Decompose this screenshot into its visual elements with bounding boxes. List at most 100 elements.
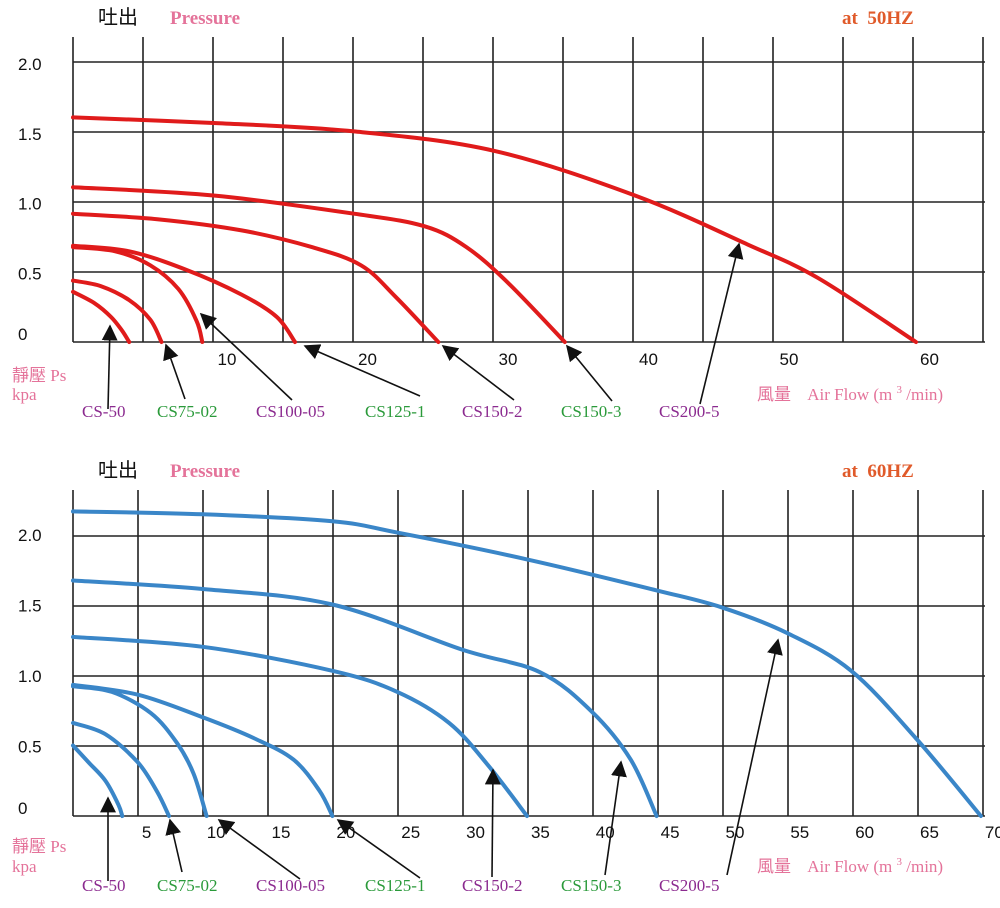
chart-60hz-curves bbox=[71, 509, 983, 818]
chart-60hz-grid bbox=[72, 490, 985, 817]
chart-60hz-model-labels: CS-50 CS75-02 CS100-05 CS125-1 CS150-2 CS150-… bbox=[82, 876, 719, 895]
chart-50hz-y-axis-unit: kpa bbox=[12, 385, 37, 404]
chart-60hz-x-axis-label-sup: 3 bbox=[897, 856, 903, 868]
chart-60hz-pointer-arrow bbox=[484, 768, 501, 878]
chart-60hz-x-tick-label: 60 bbox=[855, 823, 874, 842]
chart-50hz-model-label: CS200-5 bbox=[659, 402, 719, 421]
chart-50hz-curve-cs-50 bbox=[71, 289, 132, 344]
chart-50hz-y-tick-label: 0.5 bbox=[18, 264, 42, 283]
chart-60hz-x-tick-label: 50 bbox=[726, 823, 745, 842]
chart-50hz-arrows bbox=[101, 242, 744, 410]
chart-50hz-y-ticks: 2.0 1.5 1.0 0.5 0 bbox=[18, 55, 42, 344]
chart-60hz-x-tick-label: 5 bbox=[142, 823, 151, 842]
chart-60hz-y-tick-label: 0.5 bbox=[18, 738, 42, 757]
chart-60hz-y-tick-label: 1.5 bbox=[18, 597, 42, 616]
chart-60hz-model-label: CS125-1 bbox=[365, 876, 425, 895]
chart-60hz-pointer-arrow bbox=[336, 819, 421, 879]
chart-50hz-curves bbox=[71, 115, 918, 344]
chart-50hz-x-tick-label: 10 bbox=[218, 350, 237, 369]
chart-60hz-model-label: CS150-3 bbox=[561, 876, 621, 895]
chart-50hz-heading-zh: 吐出 bbox=[98, 6, 138, 29]
chart-50hz-curve-cs100-05 bbox=[71, 245, 205, 344]
chart-60hz-x-ticks: 5 10 15 20 25 30 35 40 45 50 55 60 65 70 bbox=[142, 823, 1000, 842]
chart-60hz-curve-cs150-3 bbox=[71, 578, 659, 818]
chart-60hz-x-tick-label: 25 bbox=[401, 823, 420, 842]
chart-60hz-model-label: CS100-05 bbox=[256, 876, 325, 895]
chart-60hz-x-tick-label: 45 bbox=[661, 823, 680, 842]
chart-60hz-arrows bbox=[100, 638, 783, 881]
chart-50hz-y-tick-label: 0 bbox=[18, 325, 27, 344]
chart-60hz-model-label: CS200-5 bbox=[659, 876, 719, 895]
chart-50hz-pointer-arrow bbox=[303, 344, 421, 397]
chart-60hz-pointer-arrow bbox=[726, 638, 783, 876]
chart-60hz-heading-en: Pressure bbox=[170, 461, 240, 482]
chart-50hz-pointer-arrow bbox=[163, 343, 186, 400]
chart-60hz-model-label: CS150-2 bbox=[462, 876, 522, 895]
chart-50hz-x-axis-label: 風量 Air Flow (m 3 /min) bbox=[757, 378, 943, 404]
chart-50hz-y-axis-label: 靜壓 Ps bbox=[12, 366, 66, 385]
chart-60hz-x-tick-label: 55 bbox=[790, 823, 809, 842]
chart-60hz-x-axis-label-zh: 風量 bbox=[757, 857, 791, 876]
chart-60hz-x-tick-label: 70 bbox=[985, 823, 1000, 842]
chart-60hz-y-ticks: 2.0 1.5 1.0 0.5 0 bbox=[18, 526, 42, 818]
chart-50hz-x-axis-label-sup: 3 bbox=[897, 384, 903, 396]
chart-50hz-model-label: CS-50 bbox=[82, 402, 125, 421]
chart-60hz-x-tick-label: 35 bbox=[531, 823, 550, 842]
chart-50hz-pointer-arrow bbox=[565, 344, 613, 402]
chart-60hz-x-tick-label: 15 bbox=[272, 823, 291, 842]
chart-50hz-curve-cs200-5 bbox=[71, 115, 918, 344]
chart-60hz-curve-cs-50 bbox=[71, 743, 125, 818]
chart-50hz-x-axis-label-zh: 風量 bbox=[757, 385, 791, 404]
chart-60hz-model-label: CS75-02 bbox=[157, 876, 217, 895]
chart-60hz-x-axis-label-tail: /min) bbox=[906, 857, 943, 876]
chart-60hz-curve-cs100-05 bbox=[71, 684, 209, 818]
chart-50hz-model-label: CS100-05 bbox=[256, 402, 325, 421]
chart-50hz-x-tick-label: 30 bbox=[499, 350, 518, 369]
chart-50hz-y-tick-label: 1.0 bbox=[18, 195, 42, 214]
chart-60hz-y-tick-label: 0 bbox=[18, 799, 27, 818]
chart-50hz-model-label: CS75-02 bbox=[157, 402, 217, 421]
chart-60hz-curve-cs200-5 bbox=[71, 509, 983, 818]
chart-50hz-x-tick-label: 40 bbox=[639, 350, 658, 369]
chart-60hz-heading-zh: 吐出 bbox=[98, 459, 138, 482]
chart-50hz-model-label: CS150-2 bbox=[462, 402, 522, 421]
chart-50hz-frequency: at 50HZ bbox=[842, 8, 914, 29]
chart-60hz-curve-cs125-1 bbox=[71, 682, 335, 818]
chart-60hz-pointer-arrow bbox=[604, 760, 627, 876]
chart-50hz-y-tick-label: 1.5 bbox=[18, 125, 42, 144]
chart-50hz-pointer-arrow bbox=[441, 345, 515, 401]
chart-60hz-y-axis-unit: kpa bbox=[12, 857, 37, 876]
chart-60hz-x-axis-label: 風量 Air Flow (m 3 /min) bbox=[757, 850, 943, 876]
chart-50hz-y-tick-label: 2.0 bbox=[18, 55, 42, 74]
chart-50hz-curve-cs150-2 bbox=[71, 211, 441, 344]
chart-50hz-model-label: CS150-3 bbox=[561, 402, 621, 421]
chart-50hz-curve-cs125-1 bbox=[71, 243, 297, 344]
chart-50hz-x-tick-label: 20 bbox=[358, 350, 377, 369]
chart-50hz-heading-en: Pressure bbox=[170, 8, 240, 29]
chart-50hz: 吐出 Pressure at 50HZ 2.0 1.5 1.0 0.5 0 10 20 30… bbox=[12, 6, 985, 421]
chart-60hz-y-tick-label: 2.0 bbox=[18, 526, 42, 545]
chart-50hz-x-axis-label-en: Air Flow (m bbox=[807, 385, 892, 404]
chart-60hz: 吐出 Pressure at 60HZ 2.0 1.5 1.0 0.5 0 5 10 15 2… bbox=[12, 459, 1000, 895]
chart-60hz-curve-cs75-02 bbox=[71, 720, 171, 818]
chart-60hz-y-axis-label: 靜壓 Ps bbox=[12, 837, 66, 856]
chart-50hz-curve-cs150-3 bbox=[71, 185, 567, 344]
chart-50hz-grid bbox=[72, 37, 985, 343]
chart-60hz-pointer-arrow bbox=[165, 818, 183, 873]
chart-60hz-y-tick-label: 1.0 bbox=[18, 667, 42, 686]
chart-60hz-x-tick-label: 65 bbox=[920, 823, 939, 842]
chart-50hz-x-tick-label: 50 bbox=[780, 350, 799, 369]
chart-50hz-pointer-arrow bbox=[699, 242, 744, 405]
chart-50hz-pointer-arrow bbox=[101, 324, 118, 410]
chart-50hz-model-labels: CS-50 CS75-02 CS100-05 CS125-1 CS150-2 CS150-… bbox=[82, 402, 719, 421]
chart-60hz-x-axis-label-en: Air Flow (m bbox=[807, 857, 892, 876]
chart-50hz-curve-cs75-02 bbox=[71, 278, 164, 344]
chart-50hz-x-axis-label-tail: /min) bbox=[906, 385, 943, 404]
chart-50hz-pointer-arrow bbox=[199, 312, 293, 401]
chart-60hz-curve-cs150-2 bbox=[71, 634, 529, 818]
chart-50hz-model-label: CS125-1 bbox=[365, 402, 425, 421]
chart-60hz-x-tick-label: 10 bbox=[207, 823, 226, 842]
chart-50hz-x-tick-label: 60 bbox=[920, 350, 939, 369]
chart-60hz-frequency: at 60HZ bbox=[842, 461, 914, 482]
